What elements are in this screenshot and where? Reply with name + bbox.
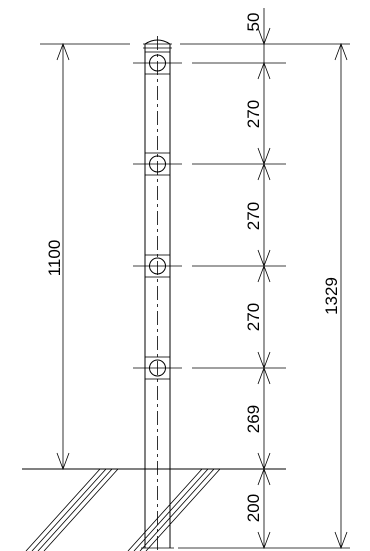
- dimension-label-1329: 1329: [322, 277, 341, 315]
- dimension-label-segment-6: 200: [244, 494, 263, 522]
- dimension-handrail-height: 1100: [45, 42, 70, 471]
- dimension-label-segment-2: 270: [244, 100, 263, 128]
- dimension-label-segment-5: 269: [244, 405, 263, 433]
- dimension-overall-height: 1329: [322, 42, 348, 550]
- rail-joint-2: [133, 152, 182, 176]
- post: [141, 36, 174, 551]
- dimension-label-segment-1: 50: [244, 13, 263, 32]
- ground-hatch-right: [127, 468, 221, 551]
- extension-lines: [40, 43, 350, 549]
- dimension-label-segment-3: 270: [244, 202, 263, 230]
- dimension-label-segment-4: 270: [244, 303, 263, 331]
- ground-hatch-left: [25, 468, 119, 551]
- rail-joint-4: [133, 356, 182, 380]
- rail-joint-3: [133, 254, 182, 278]
- dimension-label-1100: 1100: [45, 240, 64, 277]
- dimension-chain: 50 270 270 270 269 200: [244, 8, 271, 550]
- rail-joint-1: [133, 51, 182, 75]
